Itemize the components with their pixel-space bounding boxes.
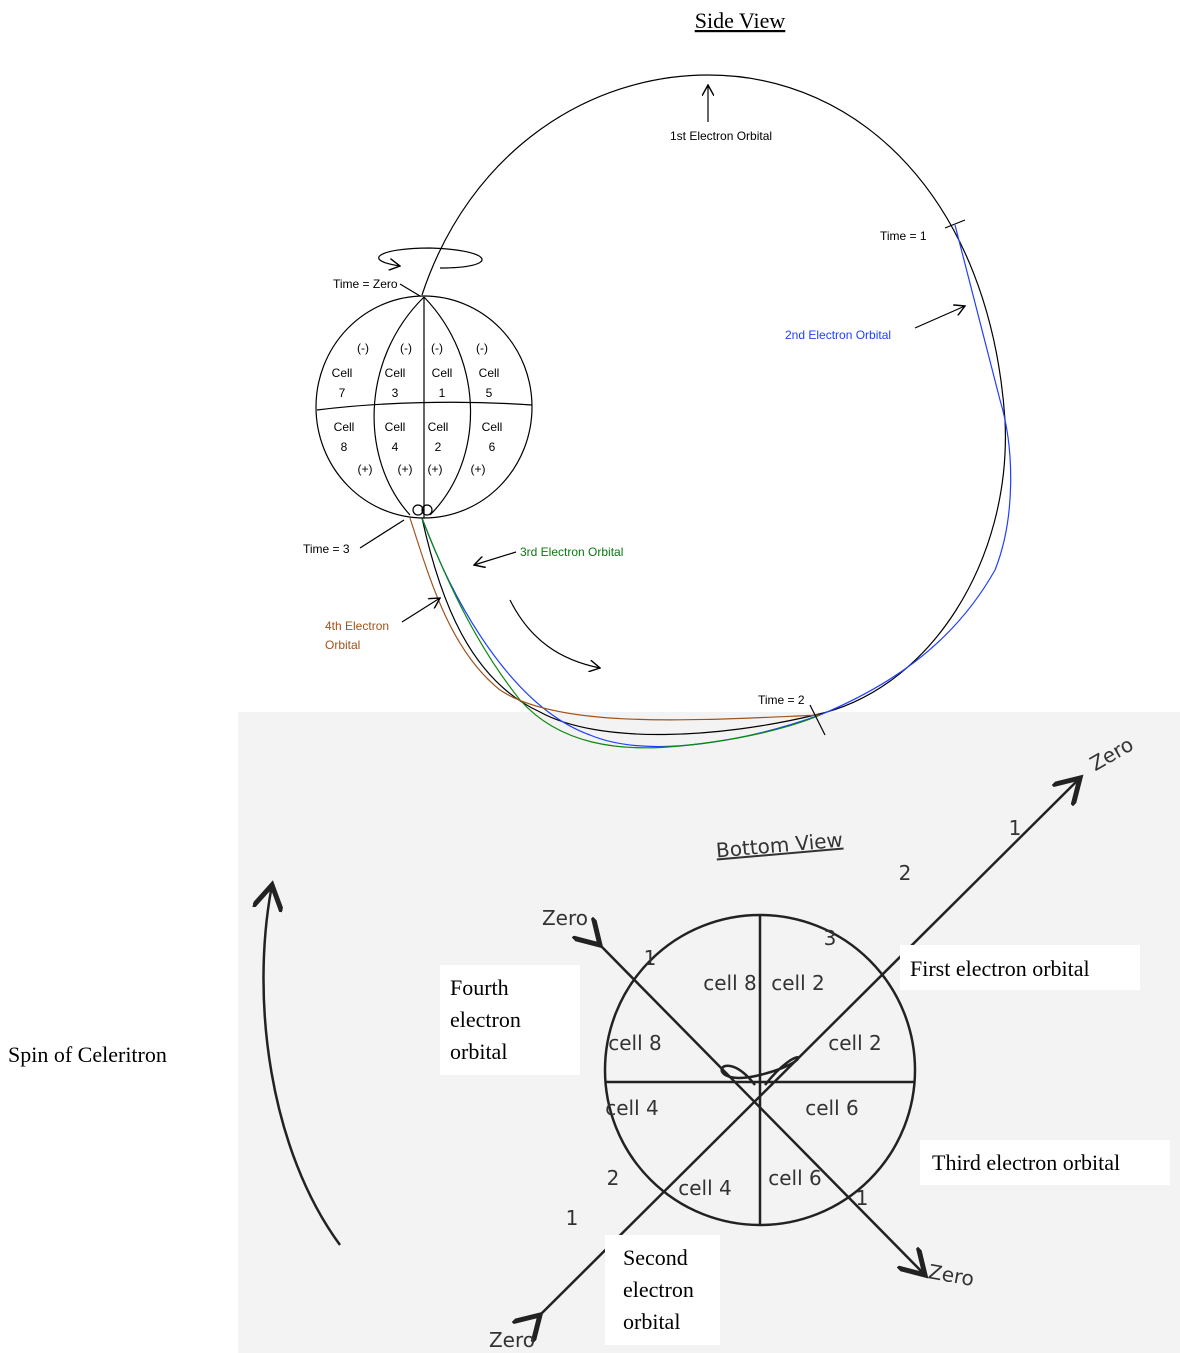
cell-number: 2 — [435, 440, 442, 454]
orbital-2-path — [422, 225, 1011, 746]
cell-label: Cell — [432, 366, 453, 380]
charge-sign: (-) — [476, 341, 488, 355]
cell-label: Cell — [385, 420, 406, 434]
cell-number: 5 — [486, 386, 493, 400]
zero-label: Zero — [542, 906, 588, 930]
cell-label: cell 6 — [768, 1166, 822, 1190]
cell-number: 8 — [341, 440, 348, 454]
orbital-label: Third electron orbital — [932, 1150, 1120, 1175]
cell-number: 4 — [392, 440, 399, 454]
orbital-label: 2nd Electron Orbital — [785, 328, 891, 342]
charge-sign: (-) — [400, 341, 412, 355]
orbital-label: orbital — [450, 1039, 507, 1064]
charge-sign: (+) — [398, 462, 413, 476]
orbital-label: Fourth — [450, 975, 509, 1000]
charge-sign: (-) — [357, 341, 369, 355]
orbital-1-path — [422, 75, 1005, 735]
orbital-label: First electron orbital — [910, 956, 1090, 981]
orbital-label: 1st Electron Orbital — [670, 129, 772, 143]
time-label: Time = 1 — [880, 229, 927, 243]
orbital-label: orbital — [623, 1309, 680, 1334]
zero-label: Zero — [489, 1328, 535, 1352]
orbital-label: electron — [623, 1277, 694, 1302]
cell-label: cell 6 — [805, 1096, 859, 1120]
cell-label: cell 2 — [771, 971, 825, 995]
pointer — [474, 552, 516, 565]
cell-label: Cell — [482, 420, 503, 434]
title: Side View — [695, 8, 786, 33]
motion-arrow — [510, 600, 600, 668]
side-view — [316, 75, 1011, 748]
tick-label: 1 — [1009, 816, 1022, 840]
tick-label: 1 — [644, 946, 657, 970]
charge-sign: (+) — [471, 462, 486, 476]
time-label: Time = 3 — [303, 542, 350, 556]
charge-sign: (+) — [428, 462, 443, 476]
cell-label: cell 2 — [828, 1031, 882, 1055]
orbital-label: 4th Electron — [325, 619, 389, 633]
cell-label: Cell — [385, 366, 406, 380]
orbital-label: 3rd Electron Orbital — [520, 545, 623, 559]
sphere-arc — [374, 297, 424, 515]
cell-label: Cell — [428, 420, 449, 434]
tick-label: 1 — [566, 1206, 579, 1230]
diagram: Side View 1st Electron Orbital 2nd Electro… — [0, 0, 1180, 1353]
cell-label: cell 4 — [605, 1096, 659, 1120]
pointer — [360, 520, 404, 548]
cell-number: 3 — [392, 386, 399, 400]
orbital-label: electron — [450, 1007, 521, 1032]
time-label: Time = 2 — [758, 693, 805, 707]
sphere-arc — [424, 297, 471, 515]
tick-label: 1 — [856, 1186, 869, 1210]
cell-number: 7 — [339, 386, 346, 400]
tick-label: 2 — [607, 1166, 620, 1190]
cell-label: Cell — [332, 366, 353, 380]
orbital-label: Orbital — [325, 638, 360, 652]
orbital-label: Second — [623, 1245, 688, 1270]
pointer — [402, 598, 440, 622]
cell-label: Cell — [479, 366, 500, 380]
cell-label: cell 8 — [703, 971, 757, 995]
rotation-arrow — [379, 248, 482, 268]
cell-label: cell 8 — [608, 1031, 662, 1055]
cell-number: 6 — [489, 440, 496, 454]
tick-label: 2 — [899, 861, 912, 885]
time-label: Time = Zero — [333, 277, 398, 291]
charge-sign: (+) — [358, 462, 373, 476]
cell-label: cell 4 — [678, 1176, 732, 1200]
cell-label: Cell — [334, 420, 355, 434]
tick-label: 3 — [824, 926, 837, 950]
spin-label: Spin of Celeritron — [8, 1042, 167, 1067]
pointer — [400, 284, 420, 296]
charge-sign: (-) — [431, 341, 443, 355]
pointer — [915, 306, 965, 328]
cell-number: 1 — [439, 386, 446, 400]
